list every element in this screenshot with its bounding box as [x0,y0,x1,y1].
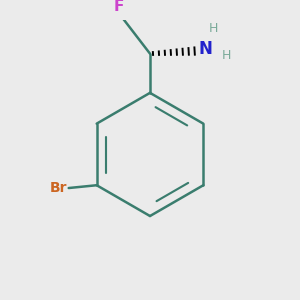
Text: H: H [221,50,231,62]
Text: F: F [113,0,124,14]
Text: Br: Br [50,181,67,195]
Text: N: N [199,40,213,58]
Text: H: H [208,22,218,35]
